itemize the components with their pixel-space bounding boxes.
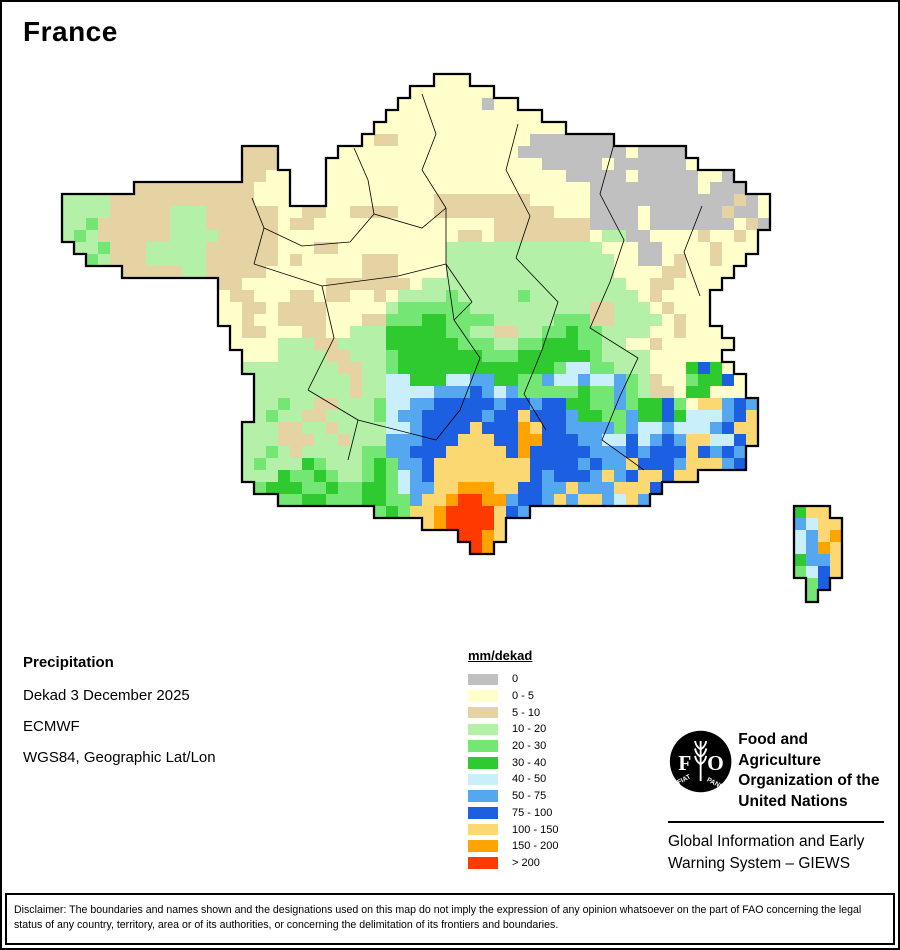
legend-swatch (468, 773, 498, 786)
page-title: France (23, 16, 118, 47)
legend-item: 75 - 100 (468, 805, 558, 822)
legend-label: 5 - 10 (512, 706, 541, 719)
legend-label: 10 - 20 (512, 723, 547, 736)
legend-swatch (468, 857, 498, 869)
legend-label: 40 - 50 (512, 773, 547, 786)
legend-label: > 200 (512, 856, 540, 869)
map-legend: mm/dekad 0 0 - 5 5 - 10 10 - 20 20 - 30 30 - … (468, 648, 558, 871)
legend-label: 50 - 75 (512, 790, 547, 803)
legend-swatch (468, 757, 498, 769)
legend-item: 40 - 50 (468, 771, 558, 788)
projection-label: WGS84, Geographic Lat/Lon (23, 749, 216, 766)
legend-item: 150 - 200 (468, 838, 558, 855)
fao-emblem-letter-f: F (678, 751, 691, 775)
wheat-ear-icon (694, 740, 708, 782)
dekad-label: Dekad 3 December 2025 (23, 687, 190, 704)
legend-item: 0 (468, 671, 558, 688)
legend-label: 30 - 40 (512, 756, 547, 769)
disclaimer-box: Disclaimer: The boundaries and names sho… (5, 893, 895, 945)
legend-swatch (468, 823, 498, 836)
region-border-lines (251, 93, 703, 471)
map-metadata: Precipitation Dekad 3 December 2025 ECMW… (23, 654, 216, 780)
legend-swatch (468, 740, 498, 752)
fao-emblem-letter-o: O (707, 751, 724, 775)
legend-swatch (468, 840, 498, 852)
fao-org-name: Food and Agriculture Organization of the… (738, 727, 886, 812)
legend-item: 10 - 20 (468, 721, 558, 738)
legend-swatch (468, 723, 498, 736)
legend-item: 50 - 75 (468, 788, 558, 805)
dataset-name: Precipitation (23, 654, 114, 671)
legend-label: 100 - 150 (512, 823, 559, 836)
precipitation-raster-cells (62, 74, 842, 602)
legend-title: mm/dekad (468, 648, 533, 663)
fao-org-line2: Organization of the (738, 772, 880, 789)
disclaimer-text: Disclaimer: The boundaries and names sho… (14, 904, 862, 931)
fao-org-line1: Food and Agriculture (738, 731, 821, 769)
legend-label: 0 (512, 673, 519, 686)
footer-divider (668, 821, 884, 823)
giews-line1: Global Information and Early (668, 833, 865, 850)
giews-line2: Warning System – GIEWS (668, 855, 851, 872)
legend-items: 0 0 - 5 5 - 10 10 - 20 20 - 30 30 - 40 40 - 50… (468, 671, 558, 871)
legend-label: 150 - 200 (512, 840, 559, 853)
legend-label: 75 - 100 (512, 806, 553, 819)
legend-item: 30 - 40 (468, 754, 558, 771)
legend-item: 5 - 10 (468, 704, 558, 721)
country-outline (60, 72, 844, 604)
legend-swatch (468, 706, 498, 719)
legend-label: 20 - 30 (512, 740, 547, 753)
fao-footer-block: F O FIAT PANIS Food and Agriculture Orga… (668, 727, 886, 875)
legend-swatch (468, 673, 498, 686)
source-label: ECMWF (23, 718, 80, 735)
legend-item: > 200 (468, 855, 558, 872)
legend-swatch (468, 807, 498, 819)
legend-swatch (468, 790, 498, 802)
legend-item: 0 - 5 (468, 688, 558, 705)
giews-name: Global Information and Early Warning Sys… (668, 831, 886, 875)
legend-label: 0 - 5 (512, 690, 535, 703)
france-precipitation-map (60, 72, 844, 604)
legend-item: 20 - 30 (468, 738, 558, 755)
fao-org-line3: United Nations (738, 792, 848, 810)
legend-item: 100 - 150 (468, 821, 558, 838)
fao-logo-icon: F O FIAT PANIS (669, 730, 732, 793)
legend-swatch (468, 690, 498, 702)
